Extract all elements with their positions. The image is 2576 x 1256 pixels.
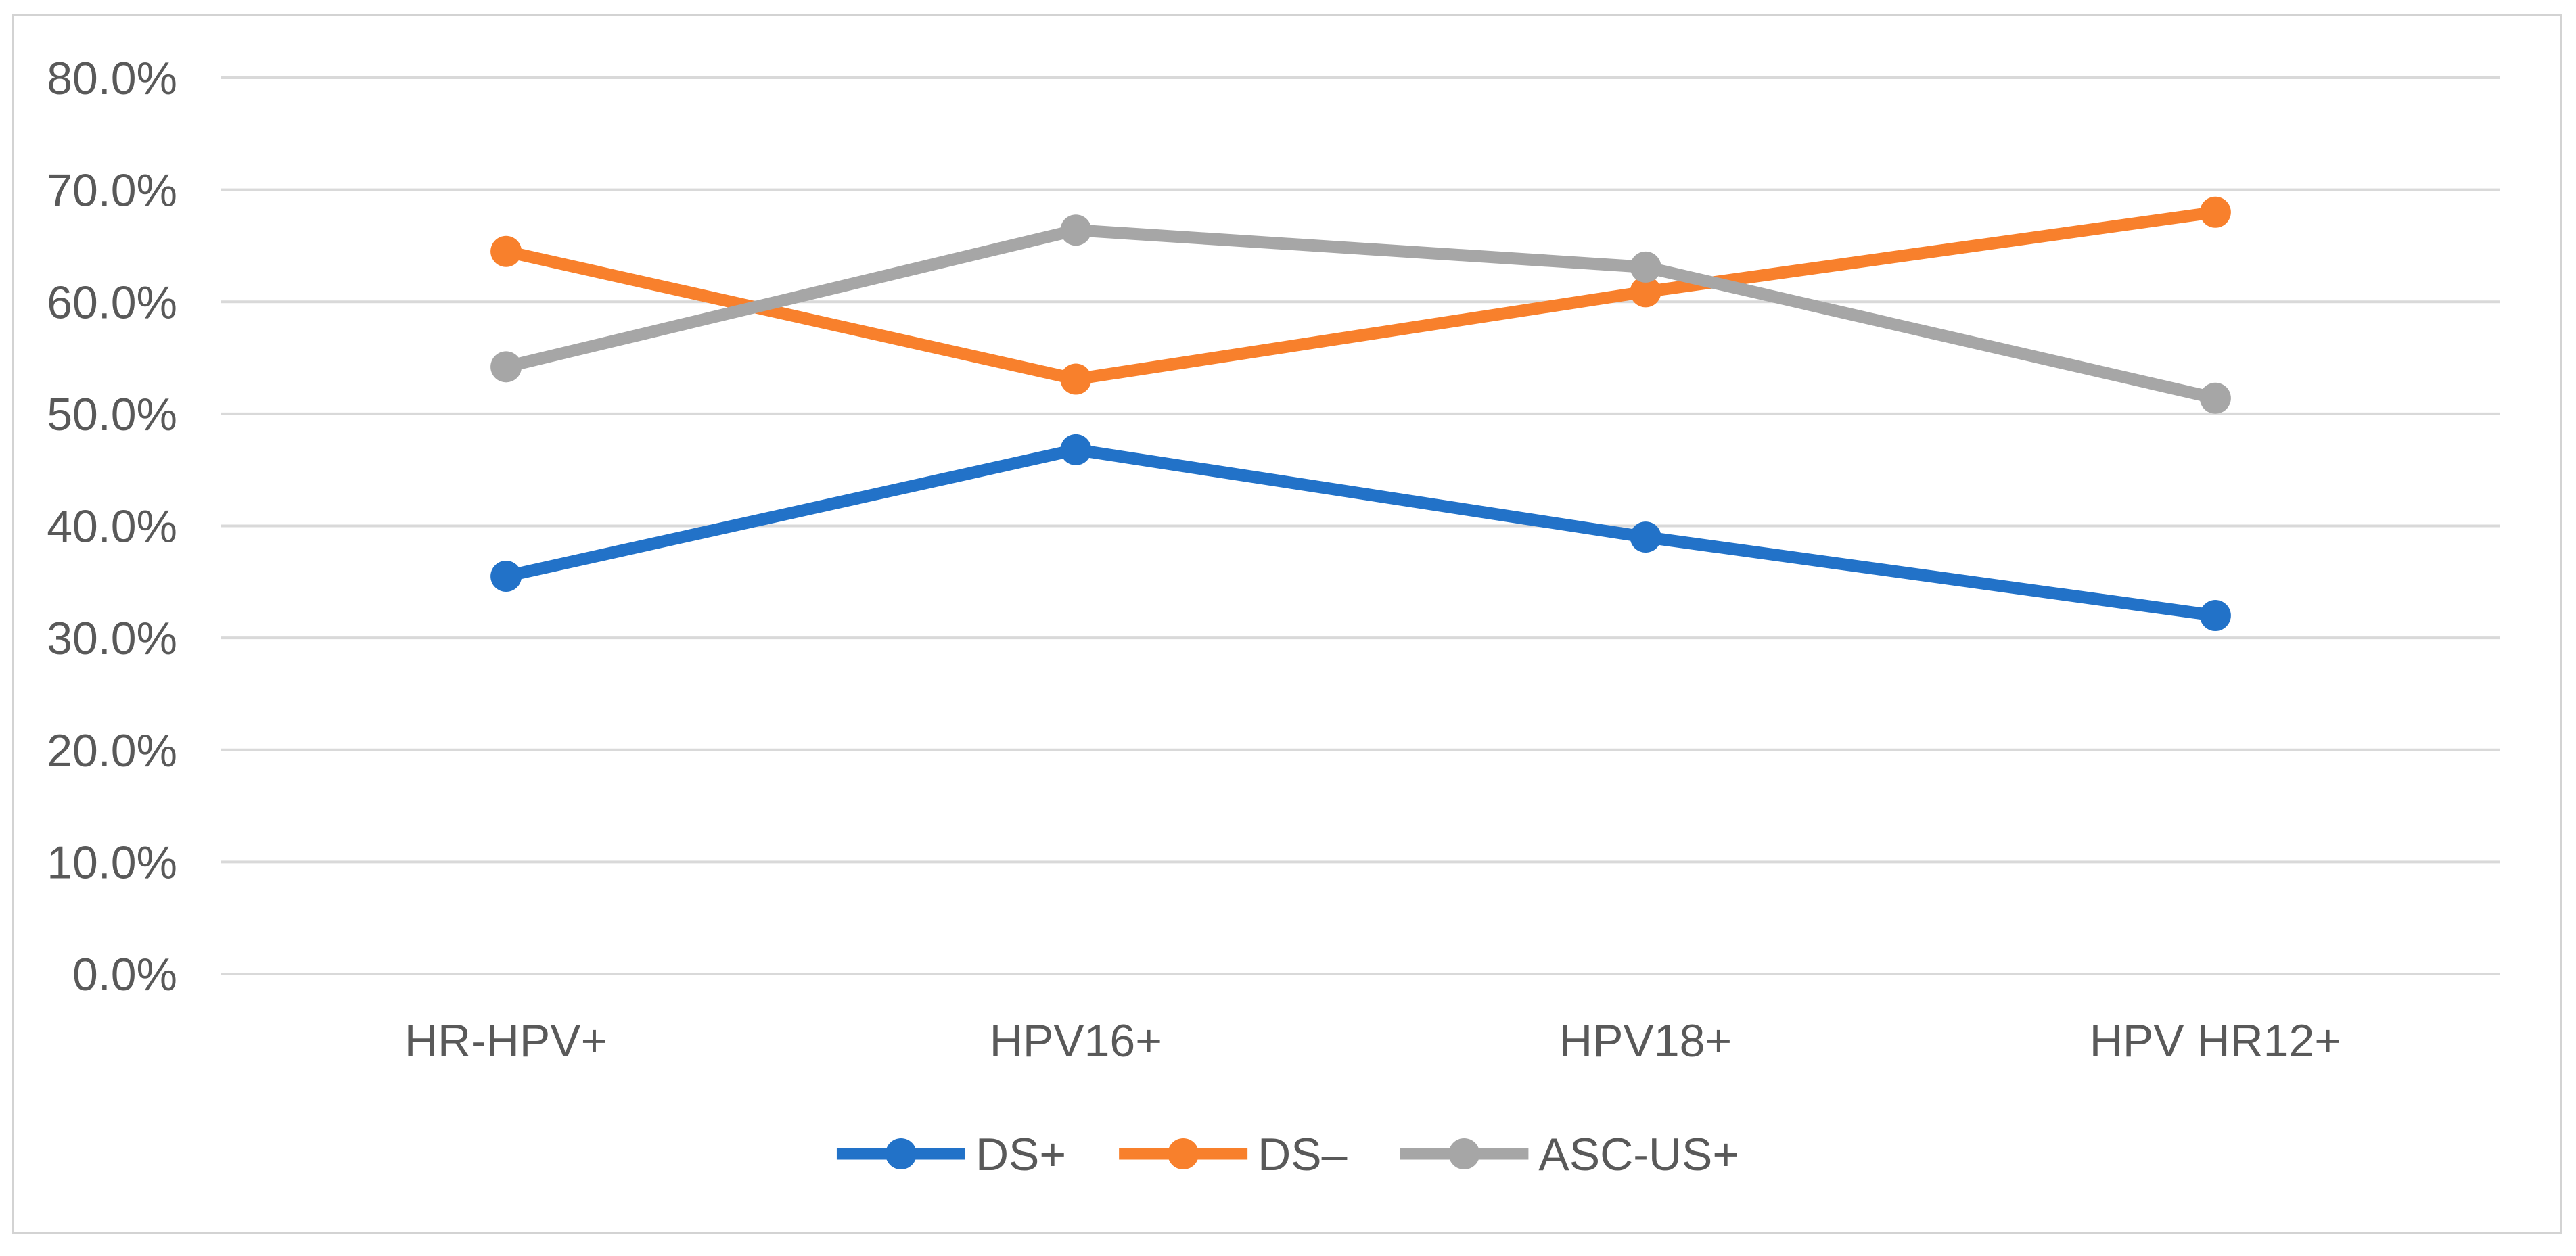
y-axis-tick-label: 50.0% [47,389,177,440]
figure-border [12,14,2562,1234]
legend: DS+ DS– ASC-US+ [836,1129,1739,1180]
legend-item-ds-minus: DS– [1119,1129,1348,1180]
y-axis-tick-label: 40.0% [47,501,177,553]
series-line-asc-us-plus [500,224,2222,404]
y-axis-tick-label: 10.0% [47,837,177,888]
x-axis-category-label: HR-HPV+ [405,1015,607,1067]
legend-label: DS+ [975,1129,1066,1180]
legend-label: DS– [1258,1129,1347,1180]
y-axis-tick-label: 70.0% [47,165,177,216]
series-line-ds-plus [500,443,2222,622]
data-point-marker-asc-us-plus [2199,382,2231,414]
x-axis-category-label: HPV18+ [1559,1015,1732,1067]
legend-item-ds-plus: DS+ [836,1129,1066,1180]
data-point-marker-ds-plus [1630,521,1661,553]
legend-marker-swatch [885,1138,917,1169]
data-point-marker-ds-plus [490,561,522,592]
y-axis-tick-label: 20.0% [47,725,177,776]
y-axis-tick-label: 0.0% [72,949,177,1000]
data-point-marker-ds-plus [2199,600,2231,631]
x-axis-category-label: HPV HR12+ [2090,1015,2341,1067]
x-axis-category-label: HPV16+ [990,1015,1162,1067]
data-point-marker-ds-minus [490,235,522,267]
y-axis-tick-label: 30.0% [47,613,177,664]
data-point-marker-asc-us-plus [1060,214,1092,246]
series-line-ds-minus [500,206,2222,386]
legend-label: ASC-US+ [1538,1129,1739,1180]
data-point-marker-asc-us-plus [1630,251,1661,283]
legend-marker-swatch [1448,1138,1480,1169]
data-point-marker-ds-minus [2199,196,2231,228]
legend-marker-swatch [1168,1138,1199,1169]
data-point-marker-ds-minus [1630,276,1661,308]
data-point-marker-asc-us-plus [490,351,522,383]
y-axis-tick-label: 60.0% [47,277,177,328]
data-point-marker-ds-plus [1060,434,1092,465]
legend-item-asc-us-plus: ASC-US+ [1400,1129,1739,1180]
y-axis-tick-label: 80.0% [47,53,177,104]
data-point-marker-ds-minus [1060,363,1092,395]
